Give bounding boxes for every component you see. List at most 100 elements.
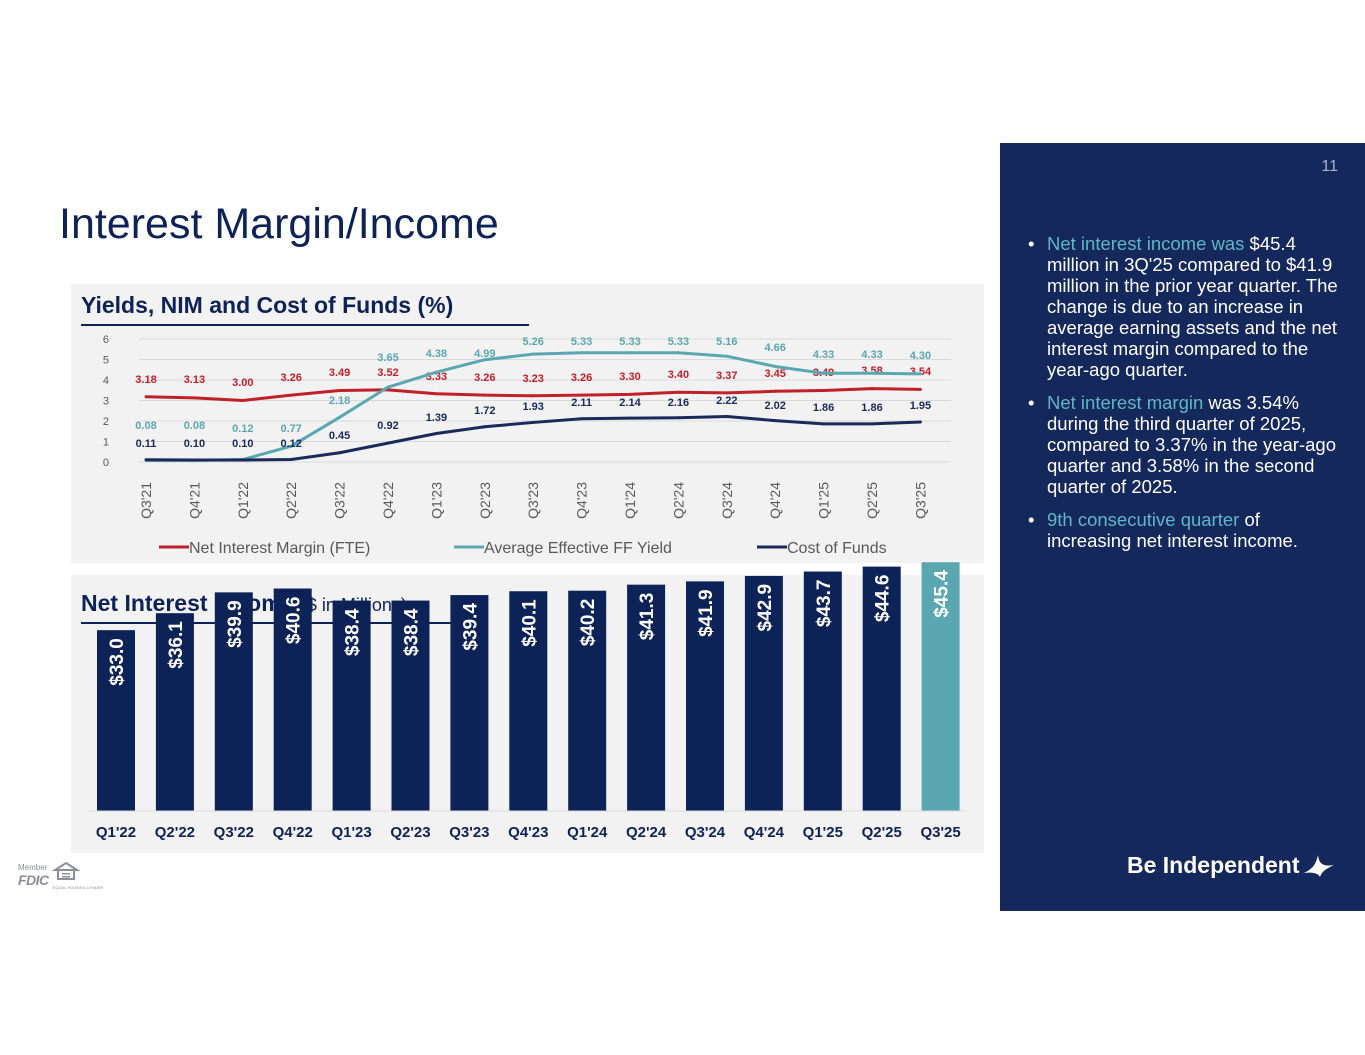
- data-label: 4.99: [474, 348, 495, 360]
- bar: [568, 590, 607, 811]
- data-label: 5.16: [716, 336, 737, 348]
- data-point: [289, 444, 293, 448]
- x-tick-label: Q2'23: [477, 482, 493, 519]
- data-point: [483, 393, 487, 397]
- data-label: 1.39: [426, 412, 447, 424]
- fdic-logo: Member FDIC EQUAL HOUSING LENDER: [18, 861, 104, 890]
- data-point: [338, 415, 342, 419]
- data-label: 3.37: [716, 370, 737, 382]
- data-label: 0.92: [377, 420, 398, 432]
- bar-value-label: $36.1: [166, 621, 187, 669]
- x-tick-label: Q4'24: [767, 482, 783, 519]
- x-tick-label: Q1'22: [235, 482, 251, 519]
- data-label: 3.13: [184, 374, 205, 386]
- brand-text: Be Independent: [1127, 851, 1300, 878]
- data-label: 0.11: [136, 438, 157, 450]
- y-tick-label: 0: [103, 457, 109, 469]
- data-point: [918, 387, 922, 391]
- data-label: 0.12: [232, 423, 253, 435]
- x-tick-label: Q2'24: [626, 824, 667, 841]
- data-point: [192, 396, 196, 400]
- page-number: 11: [1321, 158, 1338, 175]
- bar: [273, 588, 312, 811]
- data-point: [483, 425, 487, 429]
- data-point: [580, 417, 584, 421]
- yields-title-underline: [81, 324, 529, 326]
- nii-title-underline: [81, 622, 457, 624]
- data-label: 5.33: [571, 336, 592, 348]
- bullet-text: $45.4 million in 3Q'25 compared to $41.9…: [1047, 233, 1338, 380]
- fdic-text: FDIC: [18, 872, 49, 888]
- bullet-item: 9th consecutive quarter of increasing ne…: [1024, 509, 1342, 551]
- x-tick-label: Q2'24: [670, 482, 686, 519]
- bar: [332, 600, 371, 811]
- data-point: [580, 393, 584, 397]
- data-point: [918, 420, 922, 424]
- data-label: 4.66: [764, 342, 785, 354]
- bar: [803, 571, 842, 811]
- data-label: 0.45: [329, 430, 350, 442]
- data-point: [676, 416, 680, 420]
- data-label: 3.40: [668, 369, 689, 381]
- data-label: 0.10: [184, 438, 205, 450]
- x-tick-label: Q4'21: [186, 482, 202, 519]
- page-title: Interest Margin/Income: [59, 200, 499, 248]
- data-point: [338, 451, 342, 455]
- legend-label: Net Interest Margin (FTE): [189, 540, 370, 557]
- x-tick-label: Q4'24: [744, 824, 785, 841]
- data-label: 4.33: [861, 349, 882, 361]
- data-label: 3.00: [232, 377, 253, 389]
- data-point: [483, 358, 487, 362]
- y-tick-label: 1: [103, 437, 109, 449]
- yields-chart-title: Yields, NIM and Cost of Funds (%): [81, 292, 454, 318]
- bar-value-label: $40.1: [519, 599, 540, 647]
- y-tick-label: 2: [103, 416, 109, 428]
- data-label: 4.33: [813, 349, 834, 361]
- data-label: 4.38: [426, 348, 447, 360]
- data-label: 3.52: [377, 367, 398, 379]
- data-point: [870, 371, 874, 375]
- legend-label: Average Effective FF Yield: [484, 540, 672, 557]
- bar: [391, 600, 430, 811]
- x-tick-label: Q3'23: [449, 824, 489, 841]
- data-point: [289, 393, 293, 397]
- bar-value-label: $40.2: [578, 599, 599, 647]
- bullet-text: of increasing net interest income.: [1047, 509, 1298, 551]
- x-tick-label: Q4'23: [508, 824, 548, 841]
- bar-value-label: $42.9: [755, 584, 776, 632]
- bullet-highlight: Net interest income was: [1047, 233, 1245, 254]
- bar-value-label: $39.9: [225, 600, 246, 648]
- data-point: [822, 422, 826, 426]
- x-tick-label: Q3'22: [214, 824, 254, 841]
- data-label: 3.18: [135, 374, 156, 386]
- data-label: 3.58: [861, 365, 882, 377]
- data-point: [386, 441, 390, 445]
- bar: [744, 575, 783, 811]
- x-tick-label: Q3'24: [719, 482, 735, 519]
- equal-housing-lender-icon: EQUAL HOUSING LENDER: [51, 861, 104, 890]
- y-tick-label: 6: [103, 334, 109, 346]
- data-point: [144, 458, 148, 462]
- data-label: 1.93: [522, 401, 543, 413]
- bar: [862, 566, 901, 811]
- data-label: 2.14: [619, 397, 641, 409]
- x-tick-label: Q2'25: [864, 482, 880, 519]
- data-label: 1.72: [474, 405, 495, 417]
- data-label: 3.30: [619, 371, 640, 383]
- data-point: [725, 354, 729, 358]
- data-point: [822, 371, 826, 375]
- data-point: [725, 391, 729, 395]
- legend-label: Cost of Funds: [787, 540, 887, 557]
- data-label: 2.02: [764, 400, 785, 412]
- bar-value-label: $41.3: [637, 593, 658, 641]
- bullet-text: was 3.54% during the third quarter of 20…: [1047, 392, 1336, 497]
- data-point: [676, 390, 680, 394]
- data-point: [773, 364, 777, 368]
- data-label: 3.54: [910, 366, 932, 378]
- equal-housing-text: EQUAL HOUSING LENDER: [52, 885, 104, 890]
- data-label: 0.08: [135, 420, 156, 432]
- x-tick-label: Q4'23: [574, 482, 590, 519]
- bar: [627, 584, 666, 811]
- data-point: [725, 414, 729, 418]
- data-point: [531, 420, 535, 424]
